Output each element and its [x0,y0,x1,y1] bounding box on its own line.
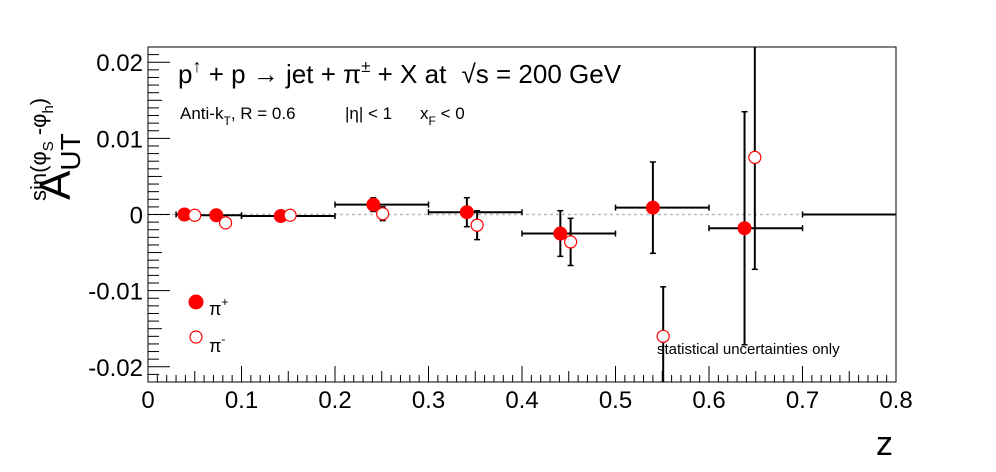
pi-plus-marker [209,208,224,223]
pi-minus-marker [470,218,484,232]
x-tick-label: 0 [141,387,154,414]
svg-text:AUT: AUT [31,133,86,200]
pi-minus-marker [376,207,390,221]
xf-cut: xF < 0 [420,104,465,128]
legend: π+ π- [188,294,228,356]
eta-cut: |η| < 1 [345,104,392,123]
pi-minus-marker [748,150,762,164]
pi-minus-marker [219,216,233,230]
pi-plus-marker [366,197,381,212]
x-tick-label: 0.1 [225,387,258,414]
x-tick-label: 0.5 [599,387,632,414]
stat-uncertainty-note: statistical uncertainties only [657,341,840,358]
legend-marker-pi-minus [189,330,203,344]
y-tick-label: 0 [130,203,143,230]
legend-label-pi-plus: π+ [209,295,228,319]
pi-plus-marker [459,205,474,220]
chart-subtitle: Anti-kT, R = 0.6 [180,104,296,128]
y-axis-label: AUT sin(φS -φh) [26,98,86,201]
x-axis-label: z [876,425,893,463]
pi-minus-marker [188,208,202,222]
x-tick-label: 0.8 [879,387,912,414]
plot-frame [147,46,897,383]
pi-minus-marker [283,208,297,222]
y-tick-label: -0.01 [88,279,143,306]
legend-label-pi-minus: π- [209,332,225,356]
pi-minus-marker [564,235,578,249]
x-tick-label: 0.7 [786,387,819,414]
y-tick-label: 0.02 [96,50,143,77]
legend-marker-pi-plus [188,294,204,310]
pi-plus-marker [737,221,752,236]
pi-plus-marker [553,226,568,241]
chart-title: p↑ + p → jet + π± + X at √s = 200 GeV [178,56,622,89]
x-tick-label: 0.4 [505,387,538,414]
y-tick-label: 0.01 [96,126,143,153]
pi-plus-marker [645,200,660,215]
x-tick-label: 0.6 [692,387,725,414]
svg-text:sin(φS -φh): sin(φS -φh) [26,98,57,201]
pi-minus-marker [656,329,670,343]
y-tick-label: -0.02 [88,355,143,382]
x-tick-label: 0.2 [318,387,351,414]
x-tick-label: 0.3 [412,387,445,414]
